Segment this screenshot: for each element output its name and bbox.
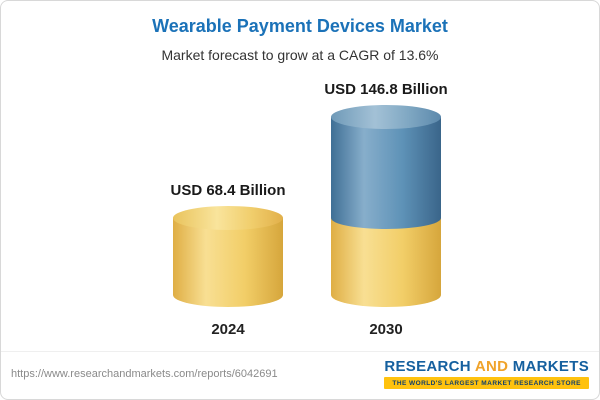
segment-2030-base [331, 218, 441, 307]
segment-2024-base [173, 218, 283, 307]
cylinder-2030 [331, 105, 441, 307]
cylinder-2024 [173, 206, 283, 307]
bar-value-2030: USD 146.8 Billion [324, 81, 448, 98]
bar-value-2024: USD 68.4 Billion [170, 182, 286, 199]
brand-word-and: AND [474, 358, 509, 375]
x-label-2030: 2030 [369, 321, 403, 338]
research-and-markets-logo: RESEARCH AND MARKETS THE WORLD'S LARGEST… [384, 358, 589, 389]
brand-word-research: RESEARCH [384, 358, 471, 375]
brand-word-markets: MARKETS [512, 358, 589, 375]
brand-name: RESEARCH AND MARKETS [384, 358, 589, 375]
cylinder-top-2030 [331, 105, 441, 129]
cylinder-top-2024 [173, 206, 283, 230]
chart-title: Wearable Payment Devices Market [152, 16, 448, 36]
report-url: https://www.researchandmarkets.com/repor… [11, 367, 278, 380]
x-label-2024: 2024 [211, 321, 245, 338]
brand-tagline: THE WORLD'S LARGEST MARKET RESEARCH STOR… [384, 377, 589, 389]
bar-2024: USD 68.4 Billion [170, 182, 286, 307]
segment-2030-growth [331, 117, 441, 229]
bar-2030: USD 146.8 Billion [324, 81, 448, 307]
chart-subtitle: Market forecast to grow at a CAGR of 13.… [161, 47, 439, 63]
footer: https://www.researchandmarkets.com/repor… [1, 351, 599, 399]
